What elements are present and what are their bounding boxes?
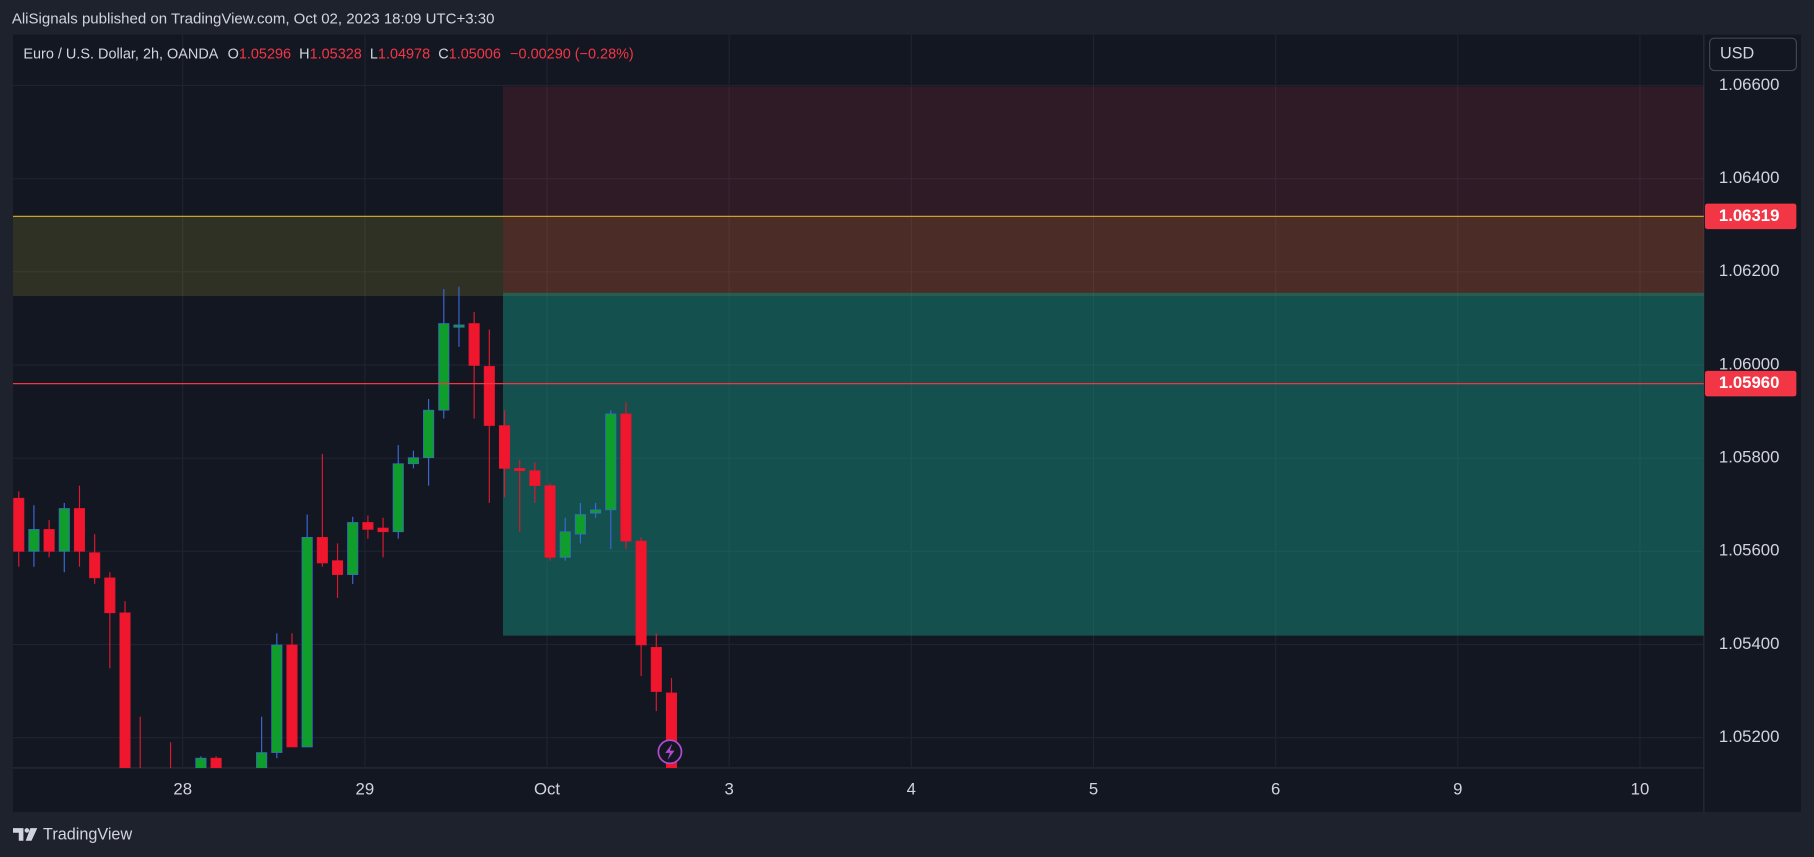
position-zone — [502, 86, 1704, 293]
x-tick-label: 5 — [1089, 779, 1098, 798]
candle-body — [119, 612, 131, 768]
x-tick-label: 28 — [173, 779, 192, 798]
ohlc-value: 1.05328 — [310, 46, 362, 62]
candle-body — [377, 527, 389, 533]
candle-body — [73, 508, 86, 552]
ohlc-label: O — [228, 46, 239, 62]
x-tick-label: 4 — [907, 779, 916, 798]
candle-body — [43, 529, 55, 552]
candle-body — [407, 457, 419, 465]
x-tick-label: 29 — [356, 779, 375, 798]
candle-body — [468, 323, 480, 366]
candle-body — [483, 366, 495, 426]
candle-body — [620, 413, 632, 542]
candle-body — [559, 531, 571, 558]
candle-body — [286, 644, 298, 748]
symbol: Euro / U.S. Dollar, 2h, OANDA — [23, 46, 218, 62]
y-tick-label: 1.05600 — [1719, 541, 1780, 560]
change: −0.00290 (−0.28%) — [510, 46, 634, 62]
ohlc-value: 1.05296 — [239, 46, 291, 62]
currency[interactable]: USD — [1720, 45, 1754, 63]
candle-body — [256, 752, 268, 768]
candle-body — [650, 646, 662, 692]
x-tick-label: 6 — [1271, 779, 1280, 798]
position-zone — [502, 216, 1704, 297]
x-tick-label: Oct — [534, 779, 560, 798]
position-zone — [12, 216, 503, 297]
position-zone — [502, 292, 1704, 636]
candle-body — [316, 537, 328, 564]
y-tick-label: 1.06400 — [1719, 168, 1780, 187]
ohlc-label: L — [370, 46, 378, 62]
candle-body — [574, 514, 586, 535]
y-tick-label: 1.06000 — [1719, 354, 1780, 373]
symbol-legend: Euro / U.S. Dollar, 2h, OANDA O1.05296 H1.… — [23, 46, 633, 62]
candle-body — [438, 323, 450, 411]
ohlc-label: C — [438, 46, 448, 62]
candle-body — [590, 509, 602, 514]
x-tick-label: 9 — [1453, 779, 1462, 798]
candle-body — [544, 485, 556, 558]
candle-body — [392, 463, 404, 533]
tradingview-logo — [12, 828, 38, 841]
price-label-bg — [1705, 203, 1797, 230]
price-label: 1.05960 — [1719, 373, 1780, 392]
candle-body — [195, 757, 207, 768]
candle-body — [453, 324, 465, 328]
candle-body — [514, 468, 526, 472]
y-tick-label: 1.05400 — [1719, 634, 1780, 653]
candle-body — [498, 425, 511, 469]
y-tick-label: 1.05800 — [1719, 448, 1780, 467]
candle-body — [58, 508, 70, 552]
footer-brand: TradingView — [43, 825, 132, 843]
ohlc-value: 1.04978 — [378, 46, 430, 62]
candle-body — [89, 552, 101, 579]
currency-button[interactable] — [1709, 37, 1797, 72]
candle-body — [423, 409, 435, 459]
candle-body — [347, 522, 359, 575]
axes: 1.05200 1.05400 1.05600 1.05800 1.06000 1.062… — [173, 75, 1797, 798]
candle-body — [362, 522, 374, 530]
candle-body — [28, 529, 40, 552]
price-label-bg — [1705, 370, 1797, 397]
plot-area — [12, 34, 1704, 768]
alert-icon[interactable] — [657, 739, 683, 765]
x-tick-label: 3 — [725, 779, 734, 798]
price-label: 1.06319 — [1719, 206, 1780, 225]
y-tick-label: 1.06200 — [1719, 261, 1780, 280]
candle-body — [13, 497, 25, 552]
y-tick-label: 1.06600 — [1719, 75, 1780, 94]
candle-body — [331, 560, 344, 575]
candle-body — [605, 413, 617, 511]
candle-body — [529, 470, 541, 486]
publisher-line: AliSignals published on TradingView.com,… — [12, 11, 495, 28]
candle-body — [301, 537, 313, 748]
ohlc-label: H — [299, 46, 309, 62]
candle-body — [210, 757, 222, 768]
candle-body — [104, 577, 116, 614]
candle-body — [635, 540, 647, 646]
y-tick-label: 1.05200 — [1719, 727, 1780, 746]
candle-body — [271, 644, 283, 753]
x-tick-label: 10 — [1631, 779, 1650, 798]
ohlc-value: 1.05006 — [449, 46, 501, 62]
